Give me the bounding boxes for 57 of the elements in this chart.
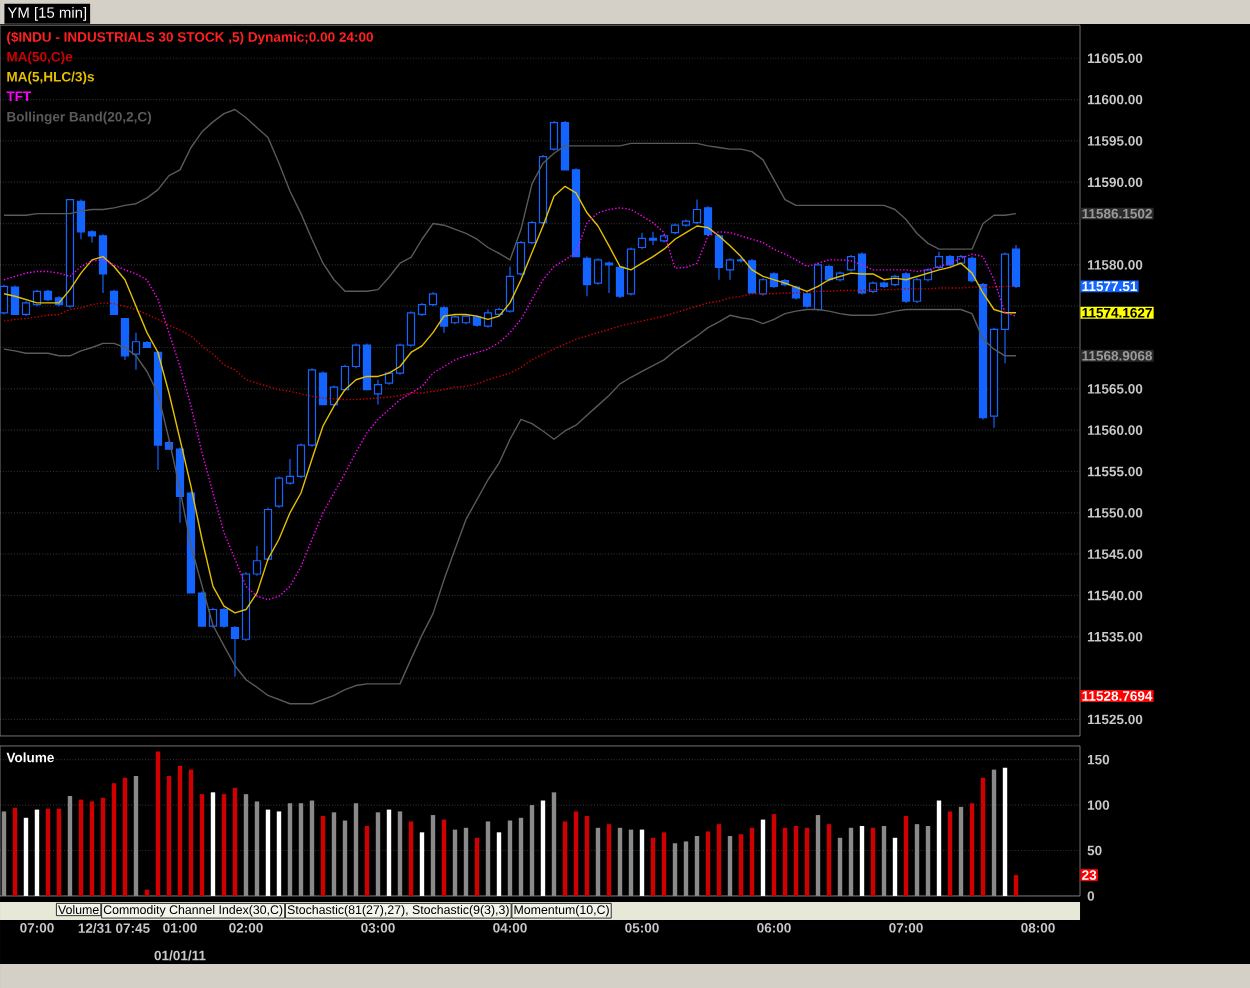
bar <box>870 827 876 896</box>
bar <box>188 769 194 896</box>
bar <box>89 801 95 896</box>
bar <box>606 824 612 896</box>
bar <box>122 777 128 896</box>
bar <box>276 811 282 896</box>
bar <box>661 832 667 896</box>
bar <box>1013 875 1019 896</box>
bar <box>562 821 568 896</box>
bar <box>232 787 238 896</box>
bar <box>804 827 810 896</box>
bar <box>1002 767 1008 896</box>
bar <box>23 817 29 896</box>
bar <box>441 819 447 896</box>
bar <box>100 797 106 896</box>
bar <box>34 809 40 896</box>
bar <box>386 809 392 896</box>
bar <box>221 794 227 896</box>
bar <box>177 765 183 896</box>
bar <box>78 799 84 896</box>
bar <box>419 832 425 896</box>
bar <box>540 800 546 896</box>
bar <box>859 825 865 896</box>
bar <box>969 803 975 896</box>
bar <box>903 815 909 896</box>
bar <box>980 777 986 896</box>
bar <box>793 825 799 896</box>
bar <box>265 809 271 896</box>
bar <box>639 829 645 896</box>
bar <box>155 751 161 896</box>
bar <box>364 825 370 896</box>
bar <box>826 824 832 896</box>
bar <box>738 834 744 896</box>
candlestick <box>109 289 119 316</box>
bar <box>408 821 414 896</box>
bar <box>584 815 590 896</box>
bar <box>56 808 62 896</box>
bar <box>496 832 502 896</box>
bar <box>749 827 755 896</box>
bar <box>12 807 18 896</box>
bar <box>320 815 326 896</box>
bar <box>111 783 117 896</box>
bar <box>474 837 480 896</box>
bar <box>210 792 216 896</box>
bar <box>705 831 711 896</box>
bar <box>947 811 953 896</box>
bar <box>166 775 172 896</box>
bar <box>199 794 205 896</box>
bar <box>760 819 766 896</box>
bar <box>650 837 656 896</box>
bar <box>782 827 788 896</box>
bar <box>892 837 898 896</box>
bar <box>573 811 579 896</box>
bar <box>936 800 942 896</box>
bar <box>716 824 722 896</box>
bar <box>45 808 51 896</box>
bar <box>771 814 777 896</box>
